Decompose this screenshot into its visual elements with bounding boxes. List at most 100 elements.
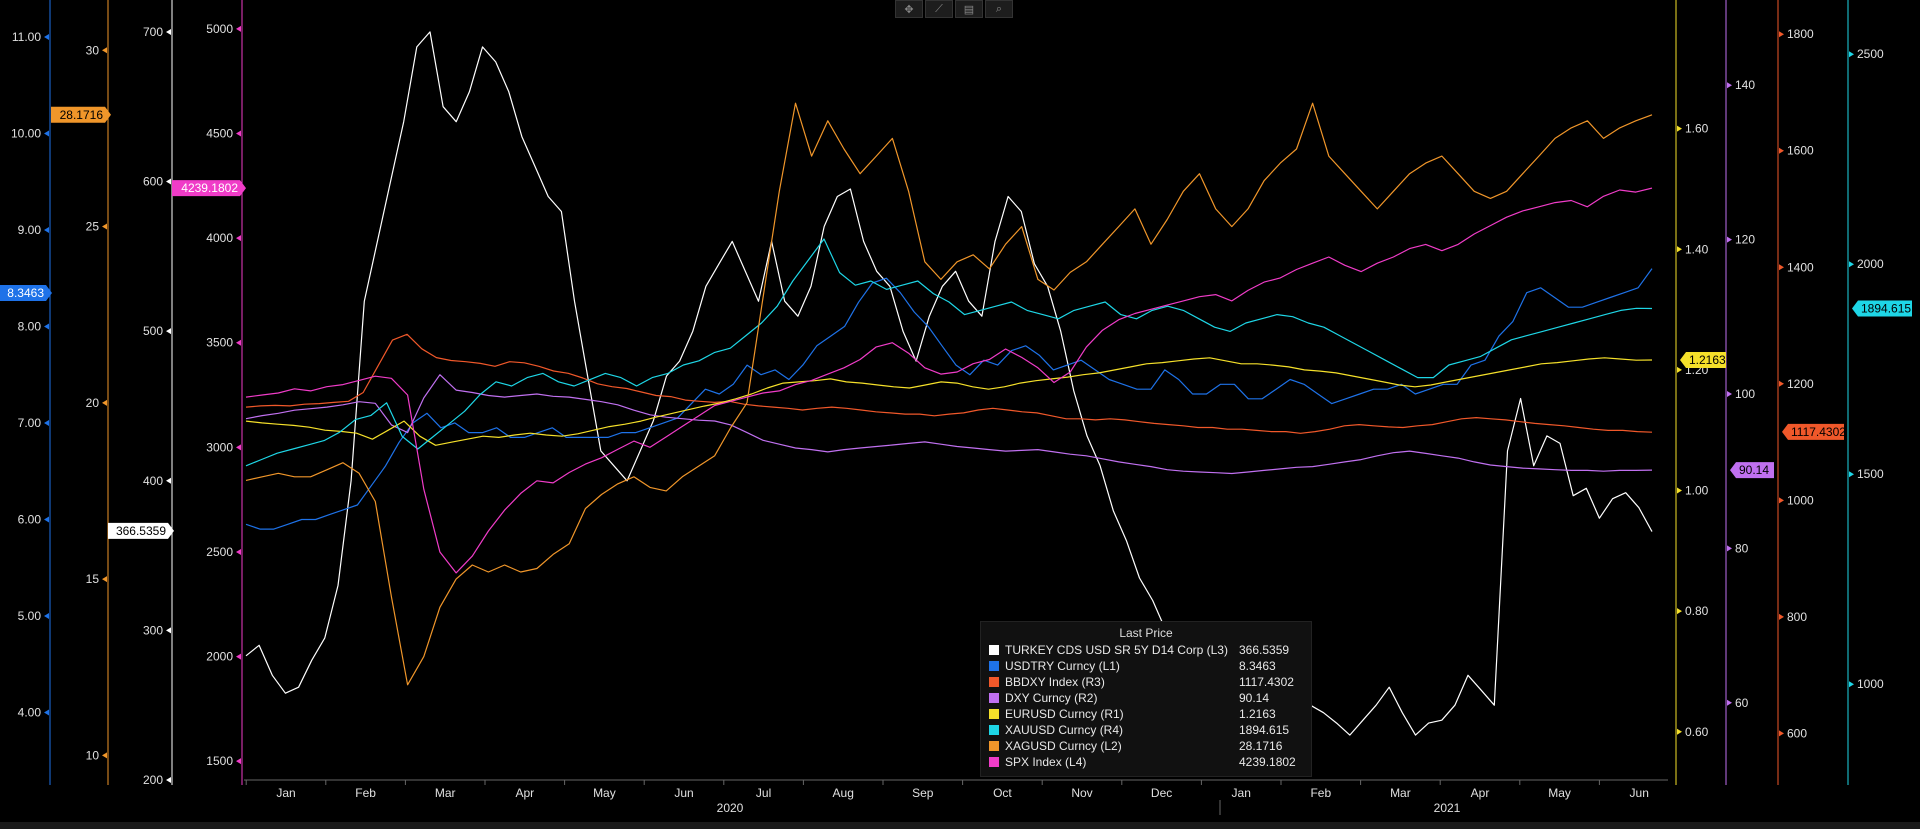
tick-label: 5.00	[18, 609, 42, 623]
tick-marker	[236, 444, 241, 451]
tick-label: 500	[143, 324, 163, 338]
last-price-tag: 1894.615	[1852, 300, 1912, 317]
tick-marker	[1779, 613, 1784, 620]
tick-marker	[1677, 125, 1682, 132]
legend-value: 1117.4302	[1239, 675, 1294, 689]
tick-marker	[102, 576, 107, 583]
x-tick-label: Jan	[1232, 786, 1251, 800]
tick-label: 6.00	[18, 512, 42, 526]
tick-label: 1400	[1787, 260, 1814, 274]
tick-label: 2000	[1857, 257, 1884, 271]
tick-marker	[236, 235, 241, 242]
tick-marker	[102, 47, 107, 54]
legend-label: SPX Index (L4)	[1005, 755, 1087, 769]
tick-marker	[1677, 246, 1682, 253]
x-tick-label: Feb	[355, 786, 376, 800]
tick-marker	[1727, 699, 1732, 706]
draw-icon[interactable]: ⟋	[925, 0, 953, 18]
legend-row-usdtry[interactable]: USDTRY Curncy (L1) 8.3463	[989, 658, 1303, 674]
axis-r1: 0.600.801.001.201.401.60	[1675, 0, 1709, 785]
x-tick-label: Aug	[833, 786, 854, 800]
tag-shape	[1782, 423, 1844, 440]
axis-l4: 1500 2000 2500 3000 3500 4000 4500 5000	[206, 0, 243, 785]
tick-label: 25	[86, 220, 100, 234]
x-tick-label: Nov	[1071, 786, 1092, 800]
last-price-tag: 1117.4302	[1782, 423, 1846, 440]
legend-swatch	[989, 645, 999, 655]
tick-label: 800	[1787, 610, 1807, 624]
x-tick-label: Jan	[276, 786, 295, 800]
legend-row-dxy[interactable]: DXY Curncy (R2) 90.14	[989, 690, 1303, 706]
x-tick-label: Feb	[1310, 786, 1331, 800]
tick-label: 4500	[206, 127, 233, 141]
tick-marker	[44, 226, 49, 233]
tick-marker	[1849, 471, 1854, 478]
table-icon[interactable]: ▤	[955, 0, 983, 18]
x-tick-label: Sep	[912, 786, 934, 800]
tick-label: 30	[86, 43, 100, 57]
tick-marker	[44, 516, 49, 523]
legend-row-xauusd[interactable]: XAUUSD Curncy (R4) 1894.615	[989, 722, 1303, 738]
x-tick-label: Oct	[993, 786, 1012, 800]
legend-row-xagusd[interactable]: XAGUSD Curncy (L2) 28.1716	[989, 738, 1303, 754]
tick-label: 600	[143, 175, 163, 189]
tick-marker	[1727, 82, 1732, 89]
legend-value: 366.5359	[1239, 643, 1290, 657]
legend-label: USDTRY Curncy (L1)	[1005, 659, 1120, 673]
year-label: 2021	[1434, 801, 1461, 815]
tick-marker	[1727, 236, 1732, 243]
tick-marker	[44, 419, 49, 426]
tag-shape	[1730, 462, 1774, 479]
series-lines	[245, 31, 1653, 736]
tick-marker	[44, 709, 49, 716]
legend-row-bbdxy[interactable]: BBDXY Index (R3) 1117.4302	[989, 674, 1303, 690]
x-tick-label: Apr	[515, 786, 534, 800]
tick-label: 9.00	[18, 223, 42, 237]
tick-label: 3500	[206, 336, 233, 350]
x-tick-label: Jun	[1630, 786, 1649, 800]
tick-label: 300	[143, 623, 163, 637]
tick-label: 600	[1787, 726, 1807, 740]
tick-marker	[1849, 51, 1854, 58]
series-line	[245, 357, 1653, 446]
tick-label: 1.40	[1685, 242, 1709, 256]
series-line	[245, 102, 1653, 686]
tag-shape	[1680, 352, 1726, 369]
tick-marker	[1727, 391, 1732, 397]
tick-label: 7.00	[18, 416, 42, 430]
tick-label: 4000	[206, 231, 233, 245]
tag-shape	[0, 285, 52, 302]
legend-label: XAGUSD Curncy (L2)	[1005, 739, 1122, 753]
tick-marker	[1779, 730, 1784, 737]
tick-marker	[1849, 261, 1854, 268]
legend-label: DXY Curncy (R2)	[1005, 691, 1098, 705]
tick-label: 0.80	[1685, 604, 1709, 618]
axis-r4: 1000 1500 2000 2500	[1847, 0, 1884, 785]
legend-row-spx[interactable]: SPX Index (L4) 4239.1802	[989, 754, 1303, 770]
legend-swatch	[989, 741, 999, 751]
legend-row-turkey-cds[interactable]: TURKEY CDS USD SR 5Y D14 Corp (L3) 366.5…	[989, 642, 1303, 658]
bottom-strip	[0, 822, 1920, 829]
zoom-icon[interactable]: ⌕	[985, 0, 1013, 18]
tag-value: 4239.1802	[181, 181, 238, 195]
tick-marker	[102, 752, 107, 759]
tick-label: 0.60	[1685, 725, 1709, 739]
tick-marker	[236, 339, 241, 346]
legend-row-eurusd[interactable]: EURUSD Curncy (R1) 1.2163	[989, 706, 1303, 722]
tick-marker	[166, 328, 171, 335]
crosshair-icon[interactable]: ✥	[895, 0, 923, 18]
x-tick-label: May	[1548, 786, 1571, 800]
series-line	[245, 31, 1653, 736]
tick-marker	[1779, 497, 1784, 504]
x-tick-label: Jun	[674, 786, 693, 800]
tick-marker	[236, 130, 241, 137]
x-tick-label: Mar	[435, 786, 456, 800]
axis-l2: 10 15 20 25 30	[86, 0, 109, 785]
tick-marker	[1779, 380, 1784, 387]
legend-swatch	[989, 725, 999, 735]
tick-label: 200	[143, 773, 163, 787]
x-tick-label: Mar	[1390, 786, 1411, 800]
tick-marker	[166, 178, 171, 185]
tick-marker	[102, 399, 107, 406]
tick-label: 15	[86, 572, 100, 586]
